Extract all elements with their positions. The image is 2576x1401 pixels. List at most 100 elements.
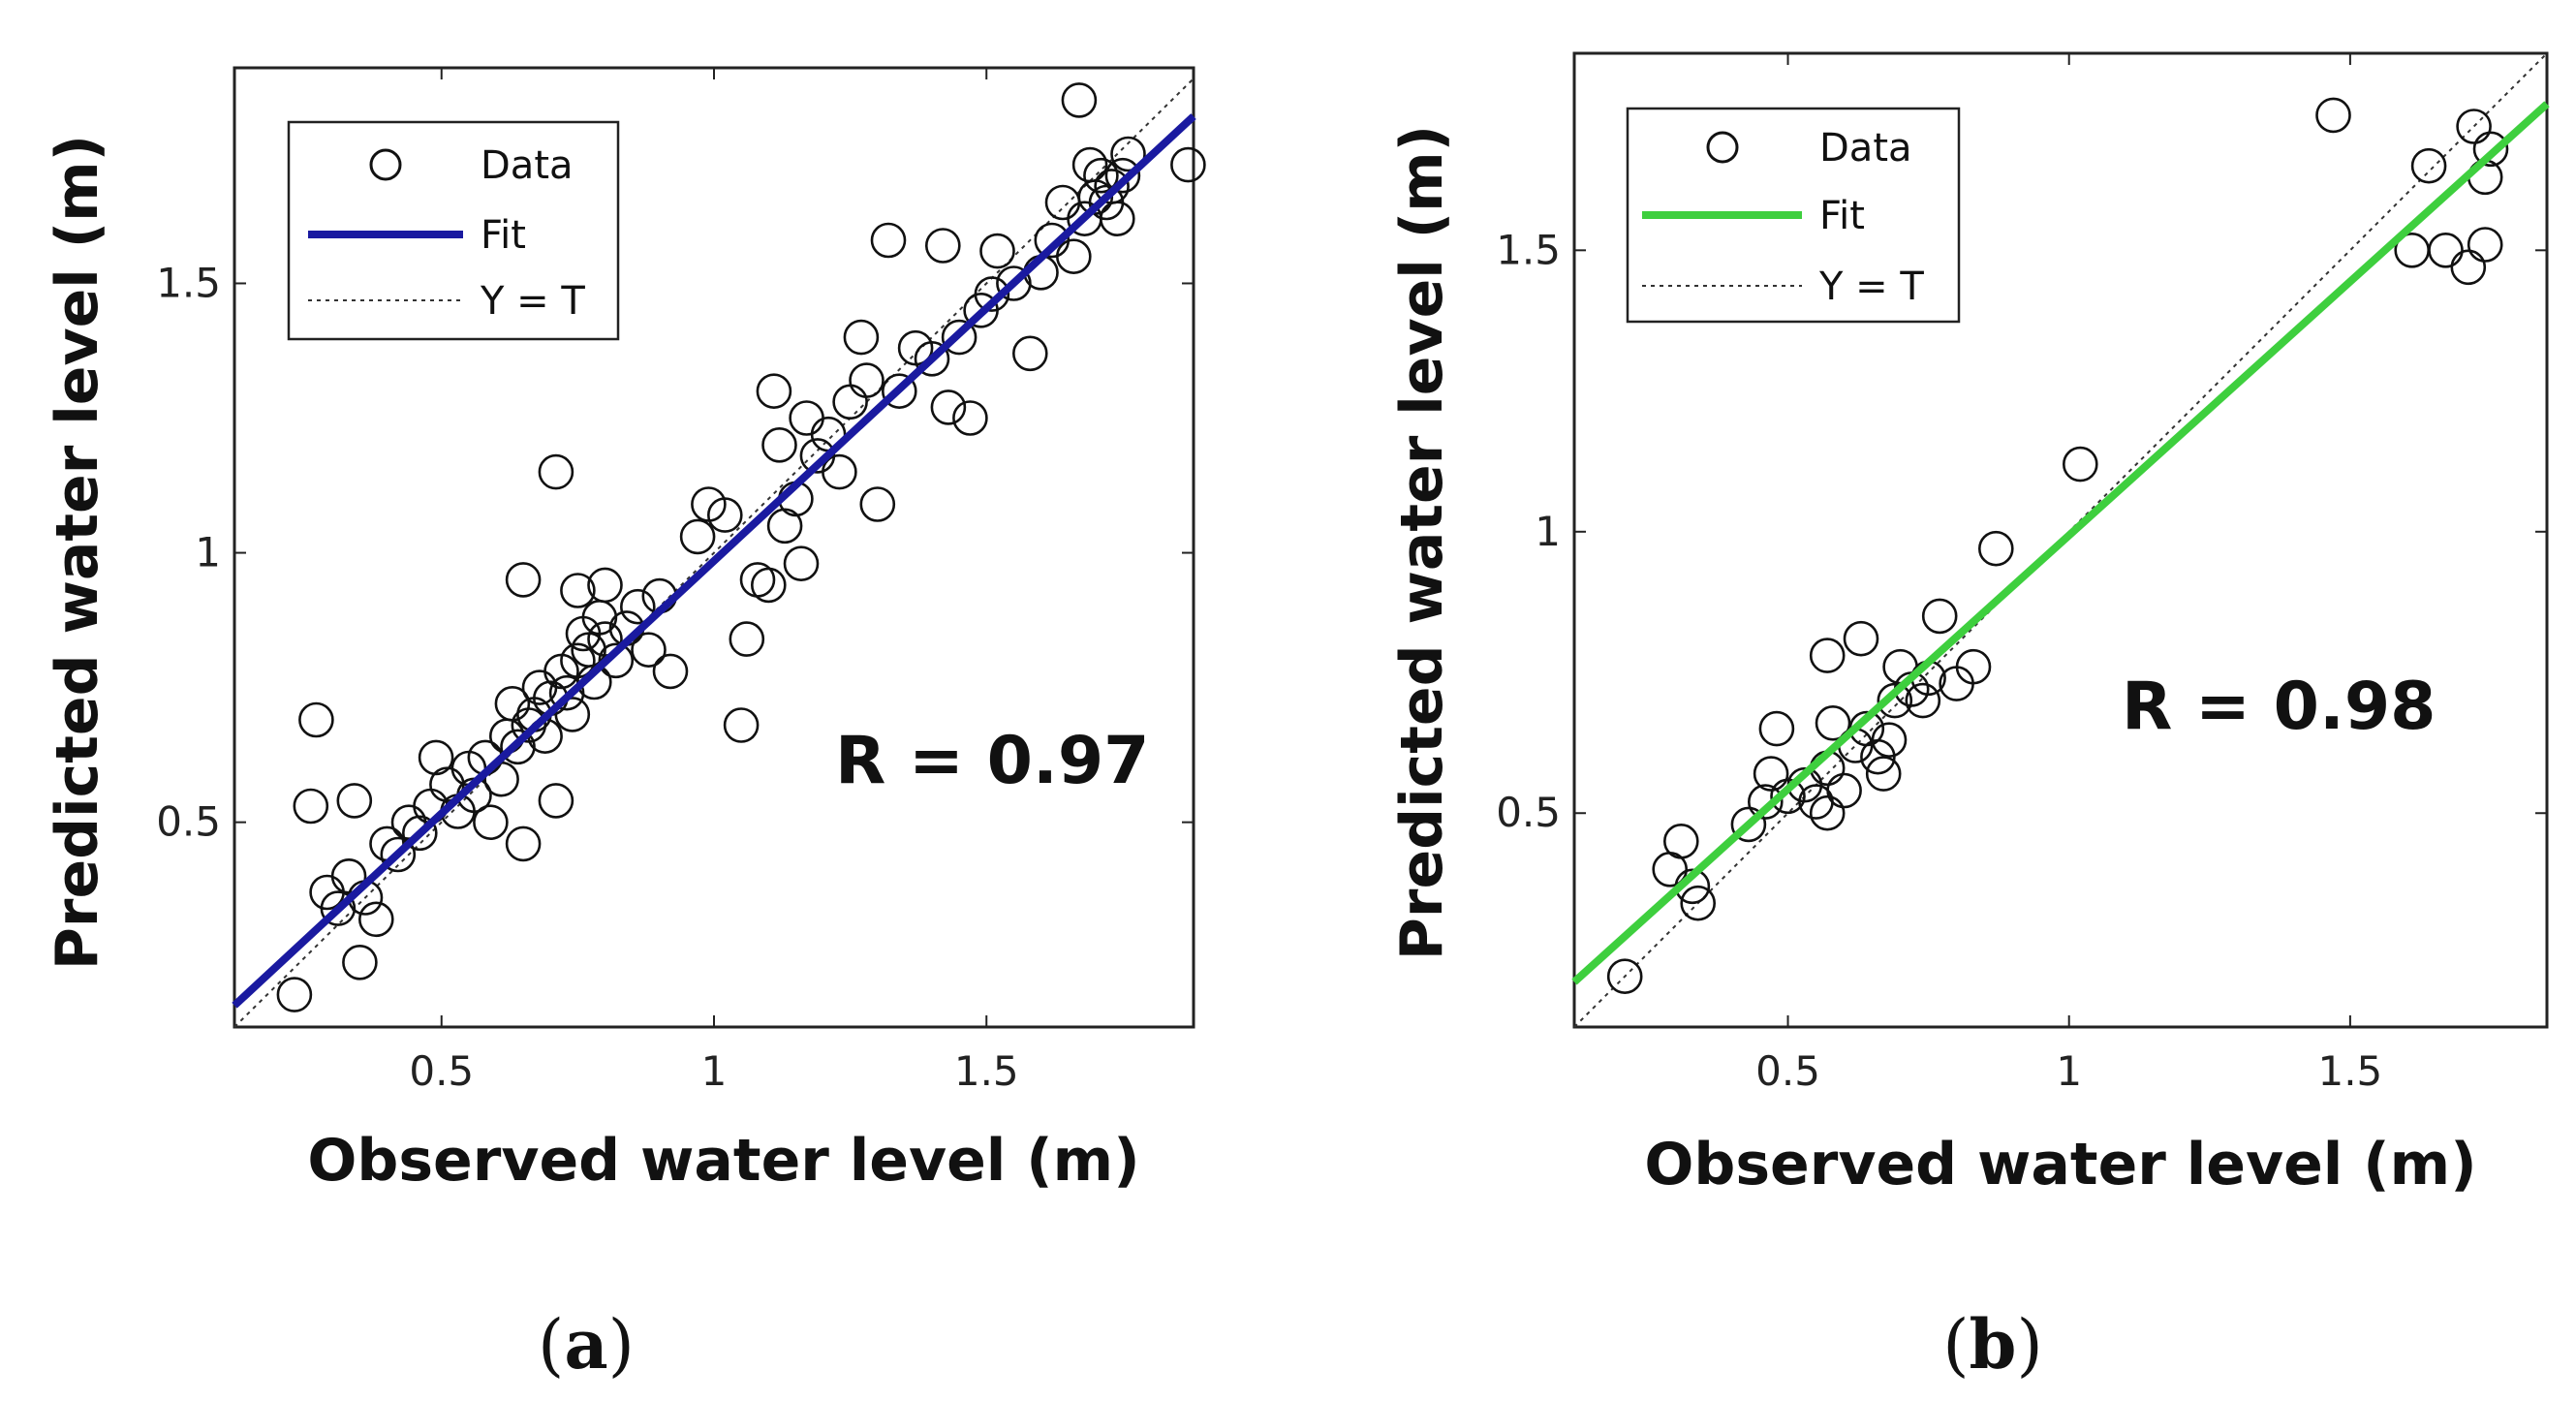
data-point-b-36 (2428, 232, 2464, 268)
data-point-a-54 (706, 497, 743, 533)
data-point-a-67 (822, 453, 857, 490)
identity-line-path-a (233, 78, 1195, 1028)
data-point-a-70 (849, 362, 885, 398)
data-point-a-79 (952, 400, 988, 436)
y-ticks-a: 0.5 1 1.5 (156, 259, 1194, 846)
data-point-b-33 (2315, 97, 2351, 134)
data-point-a-48 (505, 562, 542, 598)
data-point-b-21 (1865, 756, 1902, 792)
data-point-a-98 (1110, 136, 1146, 172)
data-point-a-78 (941, 319, 978, 356)
legend-data-marker-a (369, 148, 402, 181)
data-point-a-11 (380, 836, 417, 873)
data-point-a-3 (293, 788, 329, 825)
data-point-a-47 (652, 653, 689, 690)
data-point-b-6 (1748, 784, 1784, 820)
x-ticks-a: 0.5 1 1.5 (409, 68, 1019, 1095)
data-point-a-72 (870, 222, 907, 259)
data-point-a-0 (276, 977, 313, 1012)
data-point-b-2 (1663, 823, 1699, 859)
data-point-a-41 (587, 621, 623, 657)
data-point-b-16 (1826, 772, 1862, 809)
panel-caption-b: (b) (1942, 1304, 2043, 1385)
identity-line-path-b (1573, 52, 2548, 1028)
data-point-b-38 (2456, 109, 2492, 144)
data-point-b-41 (2472, 131, 2509, 168)
data-point-a-9 (357, 901, 394, 938)
data-point-a-60 (761, 426, 797, 463)
x-axis-label-b: Observed water level (m) (1644, 1131, 2476, 1199)
data-point-a-21 (473, 804, 509, 841)
x-tick-label-a-0: 0.5 (409, 1047, 474, 1095)
data-point-a-99 (1170, 146, 1206, 183)
data-point-b-20 (1860, 738, 1896, 775)
data-point-b-39 (2467, 227, 2503, 263)
r-annotation-b: R = 0.98 (2122, 669, 2436, 745)
data-point-a-69 (843, 319, 880, 356)
y-tick-label-a-1: 1 (195, 529, 221, 576)
data-point-a-82 (979, 233, 1015, 269)
data-point-b-22 (1871, 722, 1908, 759)
r-annotation-a: R = 0.97 (835, 723, 1149, 799)
fit-line-path-b (1571, 101, 2550, 985)
legend-identity-label-b: Y = T (1818, 265, 1924, 309)
data-point-b-32 (2063, 446, 2098, 483)
data-point-b-8 (1758, 710, 1795, 747)
legend-data-marker-b (1706, 131, 1739, 164)
data-point-b-18 (1843, 620, 1879, 657)
data-point-a-45 (631, 632, 667, 669)
x-tick-label-b-2: 1.5 (2317, 1047, 2382, 1095)
data-point-a-59 (756, 373, 792, 410)
data-point-a-26 (505, 825, 542, 862)
data-point-a-88 (1056, 238, 1092, 275)
y-axis-label-a: Predicted water level (m) (44, 135, 111, 970)
legend-fit-label-b: Fit (1819, 194, 1865, 238)
data-point-b-28 (1921, 598, 1958, 635)
data-point-a-63 (783, 545, 820, 582)
legend-b: Data Fit Y = T (1626, 107, 1961, 324)
y-ticks-b: 0.5 1 1.5 (1496, 226, 2547, 836)
data-point-a-15 (418, 739, 454, 776)
data-point-b-30 (1955, 648, 1992, 685)
y-axis-label-b: Predicted water level (m) (1388, 125, 1456, 960)
data-point-a-93 (1083, 157, 1119, 194)
fit-line-b (1571, 101, 2550, 985)
data-point-a-13 (401, 815, 438, 852)
identity-line-a (233, 78, 1195, 1028)
data-point-a-42 (598, 642, 635, 679)
data-point-a-96 (1100, 201, 1135, 236)
chart-panel-a: 0.5 1 1.5 0.511.5 Data Fit Y = T R = 0.97 … (44, 66, 1206, 1385)
data-point-a-76 (924, 228, 961, 264)
data-point-a-1 (342, 944, 378, 981)
x-tick-label-b-0: 0.5 (1755, 1047, 1820, 1095)
legend-identity-label-a: Y = T (480, 279, 585, 324)
data-point-a-89 (1061, 82, 1098, 118)
legend-fit-label-a: Fit (481, 213, 526, 258)
data-point-a-4 (336, 783, 373, 819)
data-point-a-32 (538, 783, 574, 819)
y-tick-label-b-2: 1.5 (1496, 226, 1561, 273)
data-point-b-15 (1815, 704, 1851, 741)
fit-line-path-a (232, 113, 1196, 1009)
x-tick-label-b-1: 1 (2056, 1047, 2082, 1095)
data-point-a-97 (1104, 157, 1141, 194)
data-point-a-73 (881, 373, 917, 410)
data-point-a-75 (914, 340, 950, 377)
data-point-a-84 (1012, 335, 1048, 372)
data-point-a-56 (729, 621, 765, 657)
data-point-b-26 (1905, 682, 1941, 719)
identity-line-b (1573, 52, 2548, 1028)
y-tick-label-b-1: 1 (1535, 508, 1561, 555)
data-point-a-6 (320, 890, 357, 926)
x-tick-label-a-2: 1.5 (954, 1047, 1019, 1095)
fit-line-a (232, 113, 1196, 1009)
data-point-a-49 (538, 453, 574, 490)
legend-data-label-a: Data (481, 143, 574, 188)
data-points-a (276, 82, 1206, 1012)
data-point-a-25 (500, 729, 536, 765)
data-point-b-5 (1730, 806, 1767, 843)
data-point-a-77 (930, 389, 967, 425)
data-point-b-37 (2450, 249, 2487, 286)
data-point-b-31 (1978, 530, 2014, 567)
